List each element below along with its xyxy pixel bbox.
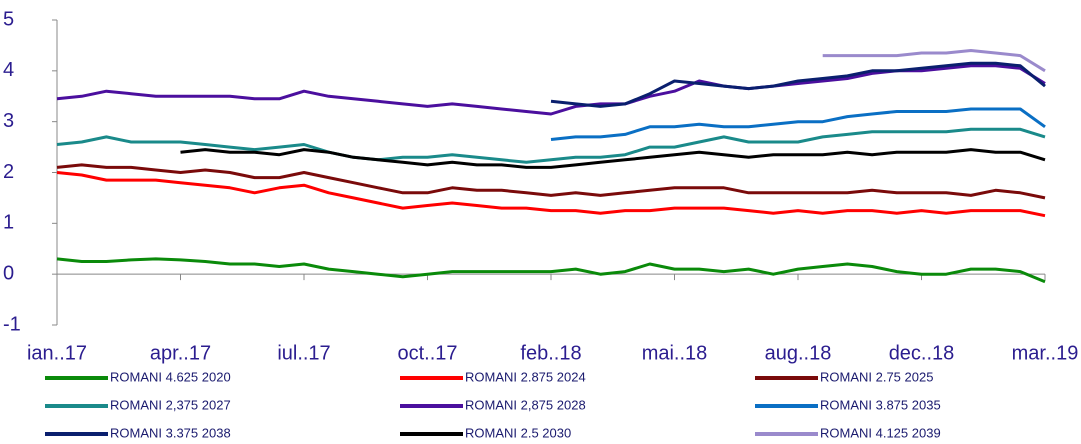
x-tick-label: ian..17 [27,342,87,364]
legend-label: ROMANI 3.375 2038 [110,425,231,440]
y-tick-label: 0 [3,262,14,284]
y-tick-label: 3 [3,110,14,132]
series-line [56,257,1046,284]
y-tick-label: -1 [3,313,21,335]
legend-label: ROMANI 3.875 2035 [820,397,941,412]
series-line [56,163,1046,200]
y-tick-label: 4 [3,59,14,81]
series-line [822,49,1046,73]
y-tick-label: 1 [3,212,14,234]
series-line [180,148,1046,169]
x-tick-label: iul..17 [277,342,330,364]
series-line [550,107,1046,141]
legend-label: ROMANI 2.875 2024 [465,369,586,384]
legend-label: ROMANI 2.5 2030 [465,425,571,440]
legend-label: ROMANI 2.75 2025 [820,369,933,384]
x-tick-label: oct..17 [397,342,457,364]
x-tick-label: mai..18 [642,342,708,364]
series-line [56,64,1046,116]
series-line [56,127,1046,164]
y-tick-label: 5 [3,8,14,30]
x-tick-label: mar..19 [1012,342,1079,364]
x-tick-label: feb..18 [520,342,581,364]
x-tick-label: dec..18 [889,342,955,364]
series-line [56,171,1046,218]
legend-label: ROMANI 2,875 2028 [465,397,586,412]
legend-label: ROMANI 2,375 2027 [110,397,231,412]
x-tick-label: aug..18 [765,342,832,364]
legend-label: ROMANI 4.125 2039 [820,425,941,440]
legend-label: ROMANI 4.625 2020 [110,369,231,384]
y-tick-label: 2 [3,161,14,183]
x-tick-label: apr..17 [150,342,211,364]
series-line [550,61,1046,108]
